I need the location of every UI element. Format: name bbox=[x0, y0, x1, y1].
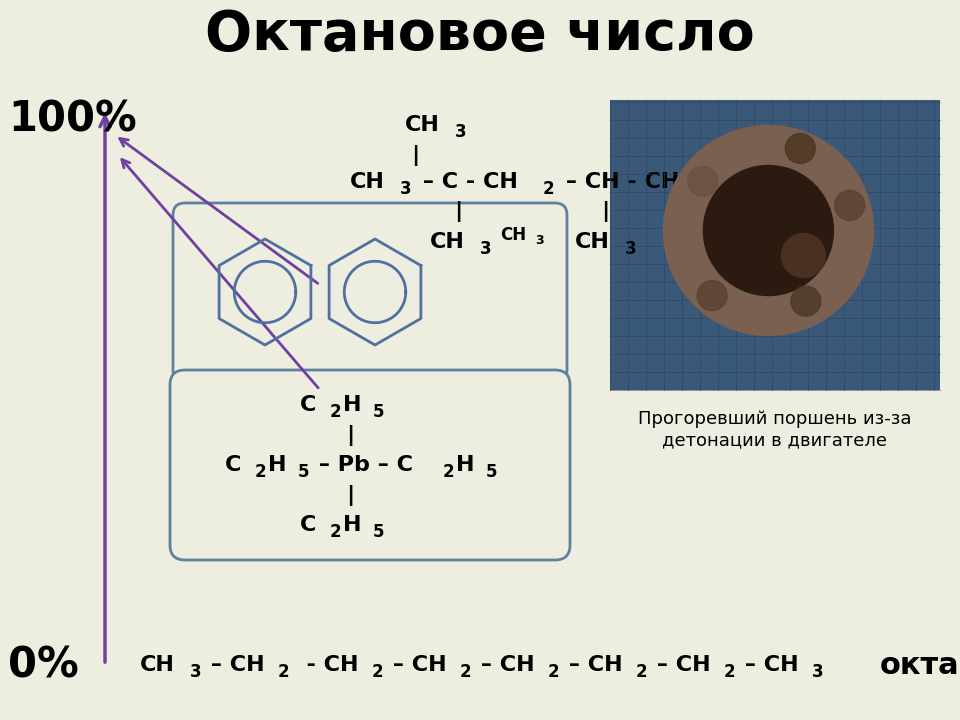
Text: - CH: - CH bbox=[291, 655, 358, 675]
Text: 2: 2 bbox=[330, 403, 342, 421]
Text: октан: октан bbox=[879, 650, 960, 680]
Text: Октановое число: Октановое число bbox=[205, 8, 755, 62]
Text: CH: CH bbox=[350, 172, 385, 192]
Text: 0%: 0% bbox=[8, 644, 79, 686]
Text: |: | bbox=[454, 202, 462, 222]
Text: C: C bbox=[300, 395, 317, 415]
Text: 5: 5 bbox=[298, 463, 309, 481]
Text: H: H bbox=[343, 395, 362, 415]
Circle shape bbox=[704, 166, 833, 295]
Text: изооктан: изооктан bbox=[689, 168, 851, 197]
Text: 3: 3 bbox=[480, 240, 492, 258]
Text: 3: 3 bbox=[625, 240, 636, 258]
Text: 2: 2 bbox=[278, 663, 290, 681]
Text: 3: 3 bbox=[400, 180, 412, 198]
Text: – CH: – CH bbox=[561, 655, 623, 675]
Text: Прогоревший поршень из-за
детонации в двигателе: Прогоревший поршень из-за детонации в дв… bbox=[638, 410, 912, 449]
Text: 3: 3 bbox=[455, 123, 467, 141]
Text: 5: 5 bbox=[373, 523, 385, 541]
Circle shape bbox=[834, 190, 865, 220]
Text: C: C bbox=[225, 455, 241, 475]
Text: 2: 2 bbox=[636, 663, 648, 681]
Text: |: | bbox=[601, 202, 610, 222]
Text: 2: 2 bbox=[460, 663, 471, 681]
Text: H: H bbox=[268, 455, 286, 475]
Text: CH: CH bbox=[140, 655, 175, 675]
Text: – CH: – CH bbox=[473, 655, 535, 675]
Circle shape bbox=[785, 133, 815, 163]
Text: – CH - CH: – CH - CH bbox=[558, 172, 680, 192]
FancyBboxPatch shape bbox=[173, 203, 567, 382]
Text: CH: CH bbox=[405, 115, 440, 135]
Text: 3: 3 bbox=[535, 235, 543, 248]
FancyBboxPatch shape bbox=[610, 100, 940, 390]
Text: – CH: – CH bbox=[203, 655, 265, 675]
Text: – CH: – CH bbox=[737, 655, 799, 675]
Text: – C - CH: – C - CH bbox=[415, 172, 517, 192]
Circle shape bbox=[791, 286, 821, 316]
Text: 3: 3 bbox=[190, 663, 202, 681]
Text: 2: 2 bbox=[255, 463, 267, 481]
Text: |: | bbox=[346, 425, 354, 446]
Text: CH: CH bbox=[430, 232, 465, 252]
Text: – CH: – CH bbox=[649, 655, 710, 675]
Text: C: C bbox=[300, 515, 317, 535]
FancyBboxPatch shape bbox=[170, 370, 570, 560]
Circle shape bbox=[697, 281, 727, 310]
Text: 3: 3 bbox=[812, 663, 824, 681]
Text: 5: 5 bbox=[486, 463, 497, 481]
Text: 100%: 100% bbox=[8, 99, 136, 141]
Text: CH: CH bbox=[575, 232, 610, 252]
Circle shape bbox=[687, 166, 718, 197]
Text: H: H bbox=[456, 455, 474, 475]
Text: 2: 2 bbox=[724, 663, 735, 681]
Text: 2: 2 bbox=[443, 463, 455, 481]
Text: CH: CH bbox=[500, 226, 526, 244]
Text: – Pb – C: – Pb – C bbox=[311, 455, 413, 475]
Text: 5: 5 bbox=[373, 403, 385, 421]
Text: |: | bbox=[411, 145, 420, 166]
Text: 2: 2 bbox=[330, 523, 342, 541]
Text: H: H bbox=[343, 515, 362, 535]
Text: – CH: – CH bbox=[385, 655, 446, 675]
Text: |: | bbox=[346, 485, 354, 505]
Text: 2: 2 bbox=[548, 663, 560, 681]
Text: 3: 3 bbox=[702, 180, 713, 198]
Text: 2: 2 bbox=[543, 180, 555, 198]
Circle shape bbox=[781, 233, 826, 277]
Text: 2: 2 bbox=[372, 663, 384, 681]
Circle shape bbox=[663, 125, 874, 336]
